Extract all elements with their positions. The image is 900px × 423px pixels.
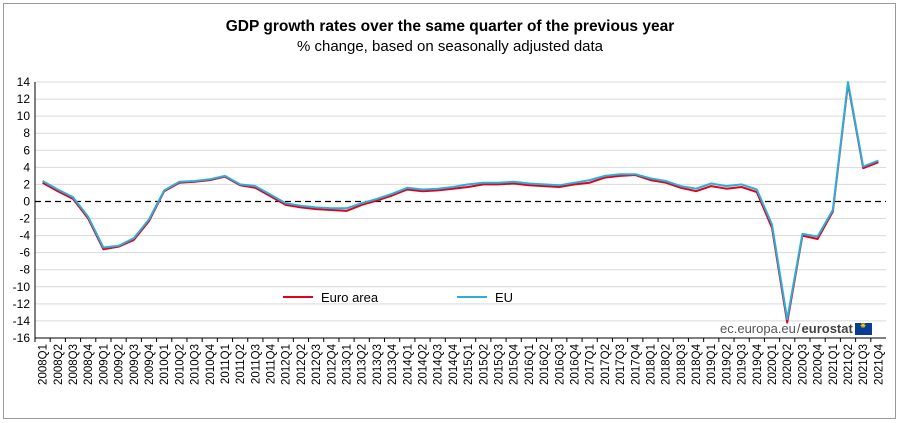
x-tick-label: 2010Q1: [159, 344, 171, 385]
x-tick-label: 2018Q1: [645, 344, 657, 385]
x-tick-label: 2017Q3: [615, 344, 627, 385]
y-tick-label: 14: [17, 75, 31, 89]
y-tick-label: 12: [17, 92, 31, 106]
y-tick-label: 2: [23, 177, 30, 191]
x-tick-label: 2020Q4: [813, 343, 825, 385]
x-tick-label: 2011Q3: [250, 344, 262, 384]
x-tick-label: 2019Q3: [737, 344, 749, 385]
x-tick-label: 2009Q1: [98, 344, 110, 385]
x-tick-label: 2013Q3: [372, 344, 384, 385]
x-tick-label: 2010Q4: [205, 343, 217, 385]
y-tick-label: 6: [23, 143, 30, 157]
x-tick-label: 2014Q3: [433, 344, 445, 385]
y-tick-label: -2: [19, 212, 30, 226]
x-tick-label: 2016Q4: [569, 343, 581, 385]
x-tick-label: 2018Q4: [691, 343, 703, 385]
x-tick-label: 2009Q2: [114, 344, 126, 385]
x-tick-label: 2011Q4: [266, 343, 278, 384]
legend-label: EU: [495, 290, 513, 305]
chart-subtitle: % change, based on seasonally adjusted d…: [296, 38, 604, 55]
eurostat-branding: ec.europa.eu / eurostat: [720, 321, 872, 336]
x-tick-label: 2019Q1: [706, 344, 718, 385]
y-tick-label: -4: [19, 229, 30, 243]
chart-title: GDP growth rates over the same quarter o…: [225, 18, 675, 35]
y-tick-label: 8: [23, 126, 30, 140]
x-tick-label: 2015Q1: [463, 344, 475, 385]
x-tick-label: 2015Q2: [478, 344, 490, 385]
y-tick-label: 0: [23, 194, 30, 208]
x-tick-label: 2021Q2: [843, 344, 855, 385]
x-tick-label: 2018Q2: [661, 344, 673, 385]
x-tick-label: 2010Q2: [174, 344, 186, 385]
x-tick-label: 2020Q2: [782, 344, 794, 385]
y-tick-label: -12: [13, 297, 31, 311]
x-tick-label: 2017Q2: [600, 344, 612, 385]
x-tick-label: 2012Q3: [311, 344, 323, 385]
chart-frame: [3, 3, 896, 419]
x-tick-label: 2019Q4: [752, 343, 764, 385]
x-tick-label: 2020Q3: [797, 344, 809, 385]
branding-separator: /: [796, 321, 801, 336]
y-tick-label: -10: [13, 280, 31, 294]
x-tick-label: 2018Q3: [676, 344, 688, 385]
x-tick-label: 2010Q3: [190, 344, 202, 385]
x-tick-label: 2021Q1: [828, 344, 840, 385]
x-tick-label: 2014Q2: [418, 344, 430, 385]
x-tick-label: 2008Q4: [83, 343, 95, 385]
x-tick-label: 2011Q2: [235, 344, 247, 384]
x-tick-label: 2016Q2: [539, 344, 551, 385]
x-tick-label: 2017Q1: [585, 344, 597, 385]
x-tick-label: 2009Q3: [129, 344, 141, 385]
y-tick-label: -16: [13, 331, 31, 345]
legend-label: Euro area: [321, 290, 379, 305]
x-tick-label: 2016Q3: [554, 344, 566, 385]
x-tick-label: 2008Q1: [38, 344, 50, 385]
x-tick-label: 2014Q4: [448, 343, 460, 385]
branding-domain: ec.europa.eu: [720, 321, 796, 336]
y-tick-label: -6: [19, 246, 30, 260]
x-tick-label: 2012Q1: [281, 344, 293, 385]
eu-flag-icon: [854, 321, 872, 335]
x-tick-label: 2012Q4: [326, 343, 338, 385]
x-tick-label: 2015Q4: [509, 343, 521, 385]
x-tick-label: 2008Q3: [68, 344, 80, 385]
x-tick-label: 2013Q1: [342, 344, 354, 385]
x-tick-label: 2012Q2: [296, 344, 308, 385]
x-tick-label: 2011Q1: [220, 344, 232, 384]
y-tick-label: -8: [19, 263, 30, 277]
y-tick-label: 10: [17, 109, 31, 123]
y-tick-label: 4: [23, 160, 30, 174]
x-tick-label: 2008Q2: [53, 344, 65, 385]
series-line-eu: [42, 81, 879, 321]
x-tick-label: 2021Q4: [873, 343, 885, 385]
x-tick-label: 2009Q4: [144, 343, 156, 385]
x-tick-label: 2021Q3: [858, 344, 870, 385]
x-tick-label: 2016Q1: [524, 344, 536, 385]
branding-name: eurostat: [801, 321, 853, 336]
x-tick-label: 2013Q4: [387, 343, 399, 385]
y-tick-label: -14: [13, 314, 31, 328]
x-tick-label: 2015Q3: [493, 344, 505, 385]
x-tick-label: 2017Q4: [630, 343, 642, 385]
x-tick-label: 2020Q1: [767, 344, 779, 385]
x-tick-label: 2019Q2: [721, 344, 733, 385]
x-tick-label: 2014Q1: [402, 344, 414, 385]
x-tick-label: 2013Q2: [357, 344, 369, 385]
